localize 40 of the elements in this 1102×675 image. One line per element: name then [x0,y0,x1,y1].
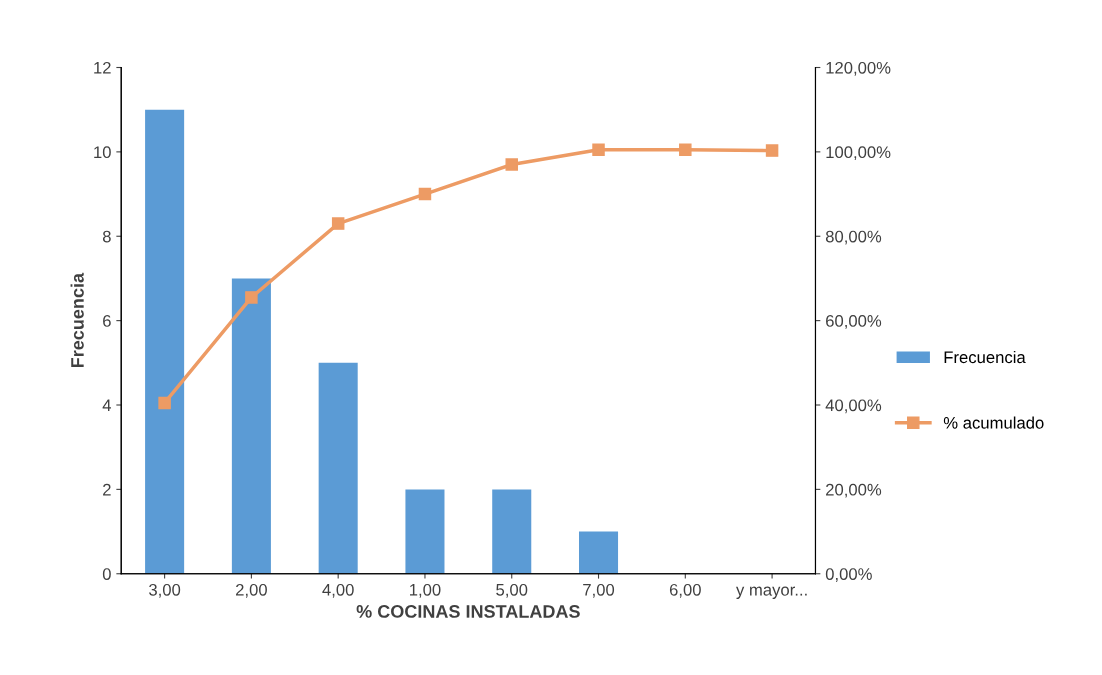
x-tick-label: 3,00 [149,583,181,598]
legend-label: % acumulado [943,416,1044,429]
y2-tick-label: 100,00% [826,146,891,161]
point [331,217,345,230]
y2-tick-label: 0,00% [825,568,872,582]
point [158,396,171,410]
x-tick-label: 6,00 [669,583,701,598]
y-tick-label: 4 [102,399,112,412]
x-axis-title: % COCINAS INSTALADAS [356,605,580,618]
y-tick-label: 6 [103,315,111,327]
x-tick-label: y mayor... [736,586,807,600]
y-tick-label: 0 [102,568,111,580]
y2-tick-label: 80,00% [825,230,882,245]
point [418,187,432,201]
y-axis-title: Frecuencia [70,272,84,368]
y2-tick-label: 60,00% [826,315,882,329]
x-tick-label: 5,00 [496,583,528,598]
point [505,158,518,171]
point [592,143,605,157]
y-tick-label: 2 [103,483,111,496]
bar [405,489,445,574]
bar [492,489,532,574]
x-tick-label: 2,00 [236,583,267,598]
point [765,144,779,157]
y2-tick-label: 120,00% [826,61,891,76]
bar [231,278,271,574]
y2-tick-label: 20,00% [826,483,882,498]
bar [579,531,619,574]
y-tick-label: 12 [94,61,111,74]
legend-label: Frecuencia [944,350,1026,364]
x-tick-label: 1,00 [410,583,441,598]
x-tick-label: 4,00 [322,583,354,598]
bar [318,362,358,574]
y-tick-label: 10 [94,146,111,159]
y2-tick-label: 40,00% [825,399,882,414]
point [679,143,692,157]
bar [145,109,185,574]
x-tick-label: 7,00 [583,583,615,598]
y-tick-label: 8 [102,230,111,243]
point [245,291,258,304]
